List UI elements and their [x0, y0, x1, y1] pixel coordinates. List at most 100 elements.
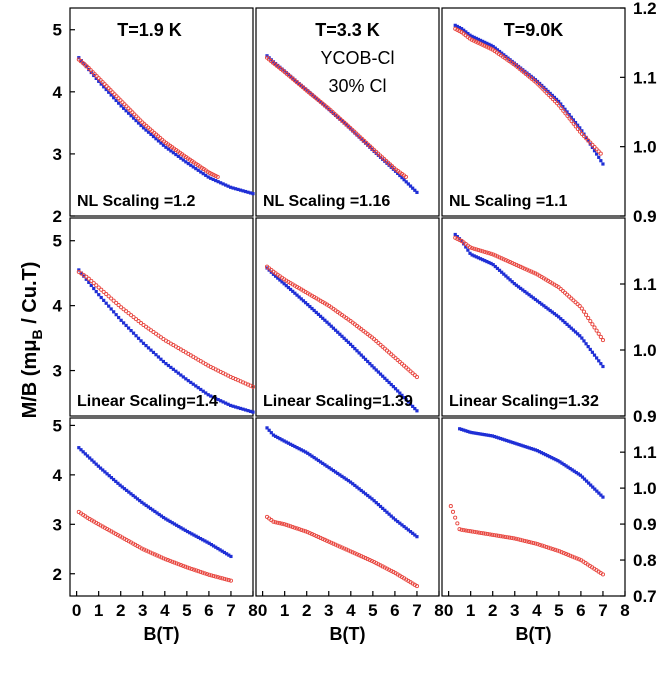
data-point — [107, 90, 111, 94]
data-point — [284, 284, 288, 288]
sample-concentration: 30% Cl — [328, 76, 386, 96]
data-point — [524, 267, 530, 272]
data-point — [338, 473, 342, 477]
data-point — [204, 173, 208, 177]
data-point — [403, 174, 408, 179]
data-point — [580, 336, 584, 340]
data-point — [227, 553, 231, 557]
data-point — [168, 519, 172, 524]
data-point — [514, 63, 519, 67]
data-point — [478, 38, 483, 42]
data-point — [472, 246, 477, 251]
data-point — [398, 173, 402, 178]
data-point — [156, 139, 161, 143]
panel-9.0K-NL: 0.9 1.0 1.1 1.2 T=9.0K NL Scaling =1.1 — [441, 0, 657, 226]
data-point — [224, 183, 228, 187]
data-point — [486, 45, 491, 50]
data-point — [157, 512, 161, 517]
data-point — [563, 107, 567, 111]
data-point — [112, 96, 116, 100]
data-point — [489, 261, 493, 266]
data-point — [497, 49, 502, 54]
data-point — [468, 529, 473, 534]
data-point — [594, 328, 599, 333]
data-point — [589, 483, 593, 487]
data-point — [136, 336, 141, 340]
data-point — [359, 554, 364, 559]
series-red — [76, 509, 234, 583]
data-point — [122, 321, 126, 325]
data-point — [597, 491, 601, 495]
data-point — [148, 506, 153, 511]
data-point — [346, 548, 351, 553]
x-tick-label: 7 — [598, 601, 607, 620]
data-point — [291, 289, 295, 293]
panel-title: T=3.3 K — [315, 20, 380, 40]
panel-frame — [255, 217, 440, 417]
data-point — [126, 311, 131, 316]
data-point — [155, 553, 160, 558]
data-point — [82, 274, 86, 278]
data-point — [138, 499, 142, 503]
data-point — [502, 272, 506, 276]
data-point — [502, 53, 506, 57]
data-point — [493, 253, 498, 258]
data-point — [184, 377, 188, 381]
series-blue — [265, 266, 419, 413]
data-point — [211, 573, 216, 579]
data-point — [359, 353, 363, 357]
data-point — [470, 430, 474, 435]
data-point — [141, 126, 146, 130]
data-point — [486, 251, 492, 256]
data-point — [478, 248, 483, 253]
data-point — [529, 294, 533, 298]
data-point — [124, 109, 128, 113]
data-point — [548, 455, 552, 459]
data-point — [546, 454, 550, 458]
data-point — [593, 487, 597, 491]
data-point — [598, 334, 603, 339]
data-point — [308, 453, 312, 457]
data-point — [561, 105, 565, 109]
data-point — [156, 355, 161, 359]
scaling-annotation: NL Scaling =1.16 — [263, 193, 390, 210]
data-point — [505, 438, 509, 443]
data-point — [331, 468, 336, 473]
x-tick-label: 2 — [116, 601, 125, 620]
panel-9.0K-raw: 0.7 0.8 0.9 1.0 1.1 0 1 2 3 4 5 6 7 8 B(T) — [441, 417, 657, 644]
data-point — [468, 251, 472, 255]
data-point — [176, 371, 180, 375]
data-point — [327, 322, 331, 326]
data-point — [111, 298, 116, 303]
data-point — [179, 156, 183, 160]
data-point — [129, 492, 133, 496]
data-point — [301, 528, 306, 533]
data-point — [346, 479, 351, 483]
data-point — [537, 450, 542, 454]
data-point — [293, 78, 297, 82]
data-point — [284, 522, 289, 527]
data-point — [494, 533, 499, 538]
panel-3.3K-raw: 0 1 2 3 4 5 6 7 8 B(T) — [255, 417, 444, 644]
data-point — [495, 266, 500, 271]
data-point — [293, 291, 297, 295]
data-point — [361, 555, 366, 560]
data-point — [109, 476, 114, 480]
data-point — [595, 152, 599, 156]
data-point — [576, 332, 580, 336]
data-point — [457, 527, 462, 532]
data-point — [590, 145, 595, 150]
y-tick-label: 1.1 — [633, 68, 657, 87]
data-point — [582, 134, 587, 139]
scaling-annotation: Linear Scaling=1.32 — [449, 393, 599, 410]
data-point — [385, 378, 389, 382]
data-point — [203, 539, 207, 543]
x-tick-label: 6 — [204, 601, 213, 620]
data-point — [342, 336, 346, 340]
data-point — [592, 353, 597, 357]
data-point — [165, 558, 170, 563]
data-point — [211, 177, 215, 182]
data-point — [557, 315, 561, 319]
data-point — [396, 519, 400, 524]
